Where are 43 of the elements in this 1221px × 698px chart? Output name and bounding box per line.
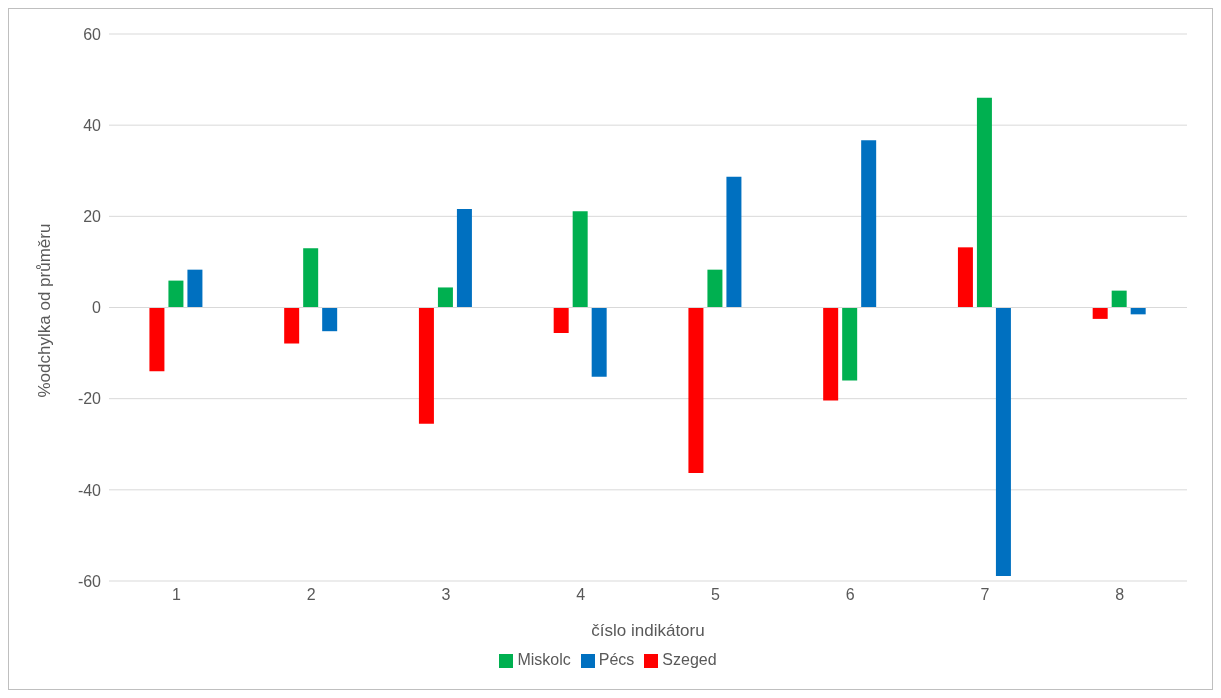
bar [976,97,992,308]
x-tick-label: 7 [980,586,990,604]
bar [437,287,453,308]
y-tick-label: -20 [77,390,102,408]
x-tick-label: 6 [845,586,855,604]
bar [322,307,338,332]
y-tick-label: 20 [83,208,102,226]
bar [1111,290,1127,308]
bar [553,307,569,334]
x-tick-label: 2 [306,586,316,604]
x-tick-label: 4 [576,586,586,604]
legend-label: Miskolc [517,651,571,668]
bar [707,269,723,308]
x-tick-label: 3 [441,586,451,604]
legend-label: Szeged [662,651,717,668]
bar [823,307,839,401]
bar [572,211,588,308]
x-axis-title: číslo indikátoru [591,621,705,640]
y-tick-label: -40 [77,481,102,499]
bar [168,280,184,308]
bar [187,269,203,308]
bar [957,247,973,308]
bar [149,307,165,372]
bar [842,307,858,381]
x-tick-label: 1 [171,586,181,604]
y-tick-label: 40 [83,116,102,134]
bar [861,140,877,308]
bar [688,307,704,473]
bar [303,248,319,308]
x-tick-label: 8 [1115,586,1125,604]
y-axis-title: %odchylka od průměru [35,223,55,398]
bar [995,307,1011,576]
bar [1092,307,1108,319]
x-tick-label: 5 [710,586,720,604]
y-tick-label: 60 [83,25,102,43]
y-tick-label: 0 [92,299,102,317]
bar [591,307,607,377]
bar [726,176,742,308]
bar [284,307,300,344]
legend-label: Pécs [598,651,635,668]
bar [418,307,434,424]
bar [456,209,472,308]
y-tick-label: -60 [77,572,102,590]
